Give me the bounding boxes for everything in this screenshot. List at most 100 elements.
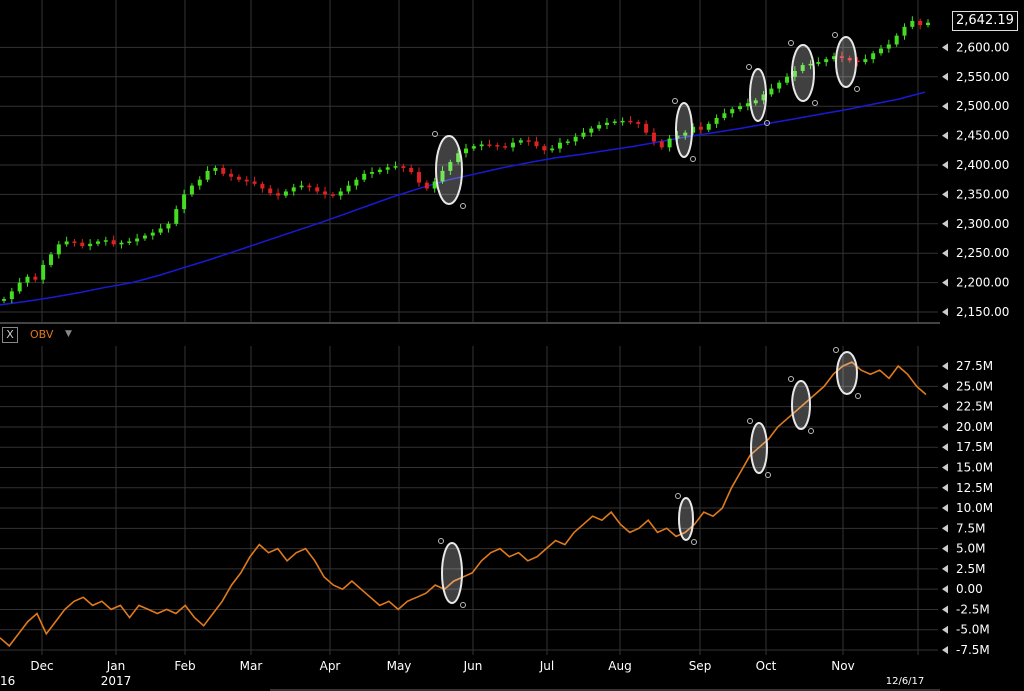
candle-body: [792, 70, 797, 77]
price-tick-label: 2,550.00: [956, 70, 1009, 84]
highlight-ellipse: [835, 36, 857, 88]
candle-layer: [2, 16, 930, 304]
price-tick-label: 2,200.00: [956, 276, 1009, 290]
highlight-ellipse: [836, 351, 858, 395]
obv-tick-marker: [942, 504, 948, 513]
obv-tick-label: 17.5M: [956, 440, 993, 454]
obv-tick-marker: [942, 382, 948, 391]
highlight-ellipse: [435, 135, 463, 205]
x-tick-label: Jan: [106, 659, 126, 673]
obv-tick-marker: [942, 463, 948, 472]
obv-tick-marker: [942, 625, 948, 634]
x-tick-label: Apr: [320, 659, 341, 673]
candle-body: [518, 140, 523, 143]
obv-tick-label: 27.5M: [956, 359, 993, 373]
indicator-name[interactable]: OBV: [30, 328, 54, 341]
candle-body: [17, 282, 22, 292]
candle-body: [471, 146, 476, 149]
price-tick-marker: [942, 308, 948, 316]
candle-body: [56, 244, 61, 255]
candle-body: [456, 153, 461, 163]
candle-body: [236, 176, 241, 180]
x-tick-label: Nov: [831, 659, 854, 673]
price-tick-label: 2,450.00: [956, 129, 1009, 143]
price-tick-marker: [942, 278, 948, 287]
candle-body: [64, 241, 69, 245]
candle-body: [48, 254, 53, 265]
highlight-ellipse: [441, 542, 463, 604]
candle-body: [573, 136, 578, 142]
price-tick-marker: [942, 131, 948, 140]
candle-body: [879, 48, 884, 54]
candle-body: [299, 185, 304, 188]
price-tick-label: 2,250.00: [956, 246, 1009, 260]
x-tick-label: May: [387, 659, 412, 673]
candle-body: [698, 126, 703, 130]
candle-body: [393, 166, 398, 168]
candle-body: [910, 20, 915, 27]
price-tick-label: 2,400.00: [956, 158, 1009, 172]
candle-body: [338, 191, 343, 196]
ellipse-handle: [746, 64, 752, 70]
x-tick-label: Mar: [240, 659, 263, 673]
candle-body: [291, 187, 296, 192]
candle-body: [534, 141, 539, 147]
price-grid: [0, 0, 938, 322]
obv-line-layer: [0, 361, 927, 648]
candle-body: [503, 146, 508, 148]
close-indicator-button[interactable]: X: [2, 327, 18, 343]
candle-body: [354, 179, 359, 186]
candle-body: [604, 122, 609, 126]
obv-tick-label: 5.0M: [956, 542, 985, 556]
candle-body: [761, 94, 766, 101]
ellipse-handle: [460, 602, 466, 608]
candle-body: [260, 183, 265, 189]
candle-body: [902, 26, 907, 36]
candle-body: [229, 173, 234, 177]
price-tick-label: 2,500.00: [956, 99, 1009, 113]
obv-tick-marker: [942, 544, 948, 553]
candle-body: [675, 135, 680, 139]
candle-body: [691, 126, 696, 133]
candle-body: [464, 148, 468, 154]
candle-body: [103, 240, 108, 242]
candle-body: [714, 117, 719, 124]
x-tick-label: Dec: [30, 659, 53, 673]
obv-tick-label: 0.00: [956, 582, 983, 596]
highlight-ellipse: [675, 102, 693, 158]
highlight-ellipse: [750, 422, 768, 474]
candle-body: [620, 120, 625, 123]
indicator-dropdown-icon[interactable]: ▼: [65, 329, 72, 339]
price-tick-label: 2,150.00: [956, 305, 1009, 319]
moving-average-layer: [0, 91, 926, 306]
candle-body: [268, 188, 273, 194]
highlight-ellipse: [791, 380, 811, 430]
candle-body: [495, 145, 500, 147]
x-axis: Dec Jan Feb Mar Apr May Jun Jul Aug Sep Oct Nov 16 20…: [0, 659, 940, 691]
obv-grid: [0, 346, 938, 655]
candle-body: [127, 241, 132, 243]
candle-body: [72, 241, 77, 243]
candle-body: [550, 148, 555, 151]
candle-body: [377, 169, 382, 173]
candle-body: [487, 144, 492, 146]
candle-body: [628, 120, 633, 123]
obv-tick-label: 25.0M: [956, 379, 993, 393]
ellipse-handle: [460, 203, 466, 209]
candle-body: [135, 238, 140, 242]
price-tick-marker: [942, 190, 948, 199]
candle-body: [659, 141, 664, 148]
candle-body: [25, 276, 30, 283]
candle-body: [832, 56, 837, 60]
candle-body: [651, 132, 656, 142]
ellipse-handle: [833, 347, 839, 353]
ellipse-handle: [691, 539, 697, 545]
obv-tick-label: 10.0M: [956, 501, 993, 515]
candle-body: [557, 142, 562, 149]
price-tick-label: 2,600.00: [956, 40, 1009, 54]
candle-body: [158, 228, 163, 233]
candle-body: [330, 194, 335, 196]
highlight-ellipse: [791, 44, 815, 102]
candle-body: [565, 141, 570, 143]
